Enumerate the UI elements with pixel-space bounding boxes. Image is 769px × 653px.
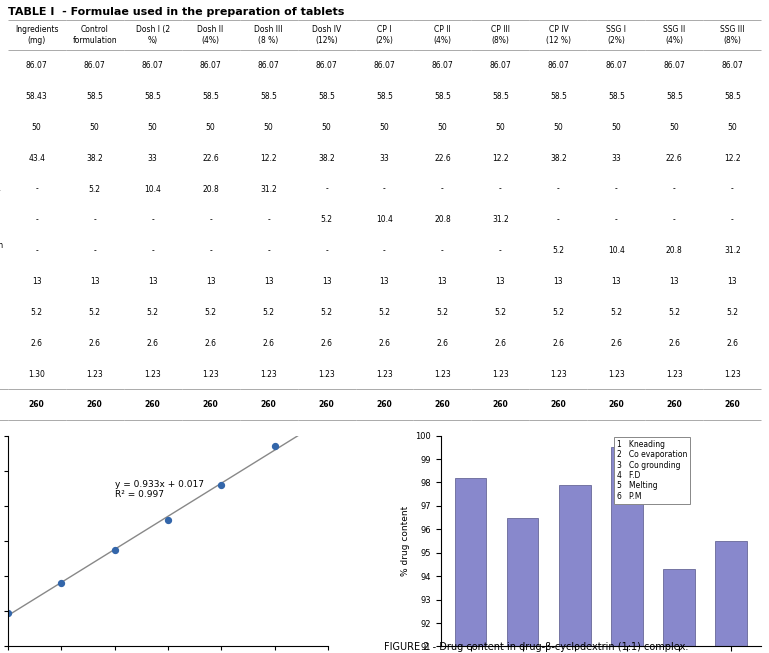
Point bbox=[162, 515, 175, 525]
Point bbox=[2, 608, 14, 618]
Text: y = 0.933x + 0.017
R² = 0.997: y = 0.933x + 0.017 R² = 0.997 bbox=[115, 480, 204, 499]
Bar bbox=[664, 569, 694, 653]
Point bbox=[108, 545, 121, 555]
Text: 1   Kneading
2   Co evaporation
3   Co grounding
4   F.D
5   Melting
6   P.M: 1 Kneading 2 Co evaporation 3 Co groundi… bbox=[617, 439, 687, 501]
Text: FIGURE 2 - Drug content in drug-β-cyclodextrin (1:1) complex.: FIGURE 2 - Drug content in drug-β-cyclod… bbox=[384, 642, 689, 652]
Point bbox=[55, 578, 68, 588]
Bar bbox=[508, 518, 538, 653]
Point bbox=[269, 441, 281, 451]
Point bbox=[215, 479, 228, 490]
Text: TABLE I  - Formulae used in the preparation of tablets: TABLE I - Formulae used in the preparati… bbox=[8, 7, 344, 18]
Bar bbox=[715, 541, 747, 653]
Y-axis label: % drug content: % drug content bbox=[401, 506, 410, 576]
Bar bbox=[611, 447, 643, 653]
Bar bbox=[455, 478, 487, 653]
Bar bbox=[559, 485, 591, 653]
